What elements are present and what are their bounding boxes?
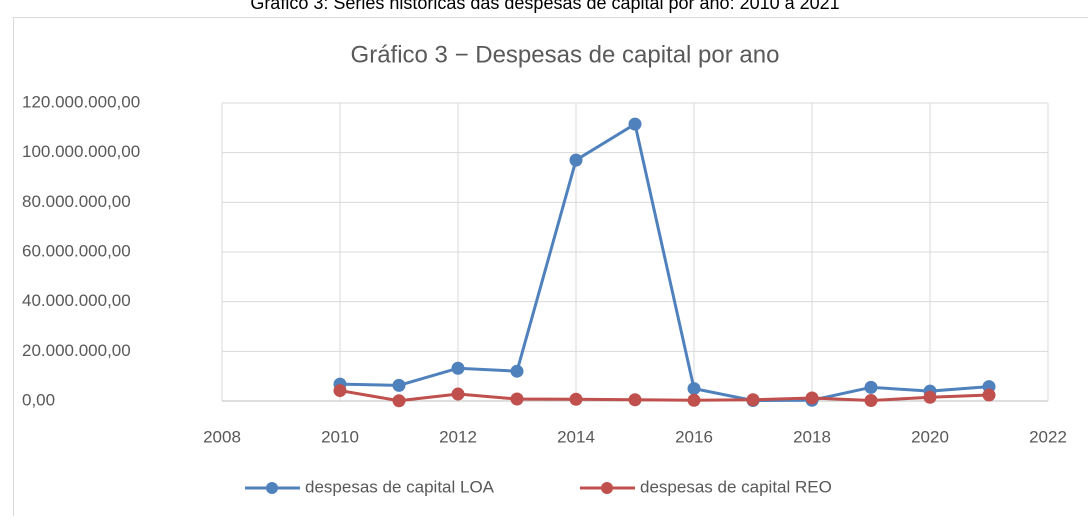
marker (747, 394, 759, 406)
marker (452, 362, 464, 374)
marker (806, 392, 818, 404)
caption: Gráfico 3: Séries históricas das despesa… (250, 0, 839, 13)
x-tick-label: 2008 (203, 427, 241, 446)
marker (629, 118, 641, 130)
y-tick-label: 20.000.000,00 (22, 341, 131, 360)
y-tick-label: 0,00 (22, 390, 55, 409)
marker (511, 393, 523, 405)
y-tick-label: 40.000.000,00 (22, 291, 131, 310)
y-tick-label: 120.000.000,00 (22, 92, 140, 111)
x-tick-label: 2016 (675, 427, 713, 446)
marker (924, 391, 936, 403)
x-tick-label: 2014 (557, 427, 595, 446)
marker (865, 381, 877, 393)
marker (393, 379, 405, 391)
marker (393, 395, 405, 407)
x-tick-label: 2020 (911, 427, 949, 446)
x-tick-label: 2012 (439, 427, 477, 446)
marker (511, 365, 523, 377)
marker (570, 393, 582, 405)
marker (334, 385, 346, 397)
x-tick-label: 2018 (793, 427, 831, 446)
marker (688, 394, 700, 406)
marker (865, 395, 877, 407)
y-tick-label: 60.000.000,00 (22, 241, 131, 260)
legend-label: despesas de capital LOA (305, 477, 495, 496)
y-tick-label: 80.000.000,00 (22, 192, 131, 211)
marker (983, 389, 995, 401)
marker (688, 383, 700, 395)
legend-marker (601, 482, 613, 494)
x-tick-label: 2022 (1029, 427, 1067, 446)
legend-label: despesas de capital REO (640, 477, 832, 496)
marker (452, 388, 464, 400)
chart-title: Gráfico 3 − Despesas de capital por ano (351, 41, 780, 68)
legend-marker (266, 482, 278, 494)
x-tick-label: 2010 (321, 427, 359, 446)
marker (629, 394, 641, 406)
marker (570, 154, 582, 166)
y-tick-label: 100.000.000,00 (22, 142, 140, 161)
